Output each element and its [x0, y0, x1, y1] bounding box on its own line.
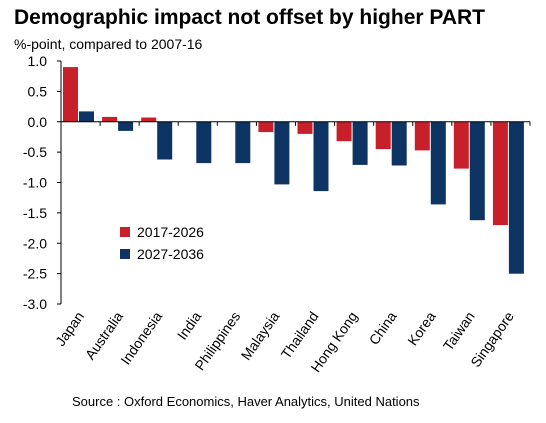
y-tick-label: -2.0	[23, 235, 47, 251]
bar-indonesia-2027-2036	[157, 121, 173, 160]
bar-india-2027-2036	[196, 121, 212, 164]
y-axis: 1.0 0.5 0.0 -0.5 -1.0 -1.5 -2.0 -2.5 -3.0	[23, 53, 62, 312]
x-tick-label: India	[174, 308, 205, 342]
legend-swatch	[120, 249, 130, 259]
y-tick-label: -2.5	[23, 266, 47, 282]
x-tick-label: Malaysia	[238, 308, 283, 363]
legend-label: 2027-2036	[137, 246, 204, 262]
y-tick-label: -0.5	[23, 144, 47, 160]
y-tick-label: -1.0	[23, 175, 47, 191]
bar-indonesia-2017-2026	[141, 117, 157, 122]
bar-china-2027-2036	[391, 121, 407, 166]
y-tick-label: -3.0	[23, 296, 47, 312]
bar-korea-2027-2036	[430, 121, 446, 205]
bar-malaysia-2017-2026	[258, 121, 274, 133]
x-tick-label: Taiwan	[440, 309, 478, 354]
bar-australia-2017-2026	[102, 116, 118, 122]
x-tick-label: Korea	[404, 308, 439, 348]
bar-japan-2027-2036	[79, 111, 94, 122]
bar-hong-kong-2017-2026	[336, 121, 352, 142]
bar-singapore-2017-2026	[492, 121, 508, 226]
bar-japan-2017-2026	[63, 67, 78, 122]
bar-malaysia-2027-2036	[274, 121, 290, 185]
bars	[63, 67, 524, 274]
y-tick-label: 0.5	[28, 83, 48, 99]
legend-label: 2017-2026	[137, 224, 204, 240]
bar-singapore-2027-2036	[508, 121, 524, 274]
chart-subtitle: %-point, compared to 2007-16	[14, 36, 203, 52]
source-note: Source : Oxford Economics, Haver Analyti…	[72, 394, 420, 409]
bar-china-2017-2026	[375, 121, 391, 150]
x-tick-label: Japan	[52, 309, 87, 349]
bar-thailand-2017-2026	[297, 121, 313, 134]
y-tick-label: -1.5	[23, 205, 47, 221]
x-tick-label: China	[366, 308, 400, 347]
y-tick-label: 0.0	[28, 114, 48, 130]
y-tick-label: 1.0	[28, 53, 48, 69]
bar-hong-kong-2027-2036	[352, 121, 368, 165]
bar-taiwan-2027-2036	[469, 121, 485, 221]
bar-taiwan-2017-2026	[453, 121, 469, 169]
bar-australia-2027-2036	[118, 121, 134, 131]
bar-korea-2017-2026	[414, 121, 430, 151]
chart-title: Demographic impact not offset by higher …	[14, 6, 485, 29]
legend: 2017-2026 2027-2036	[120, 224, 204, 262]
bar-thailand-2027-2036	[313, 121, 329, 192]
legend-swatch	[120, 227, 130, 237]
bar-philippines-2027-2036	[235, 121, 251, 164]
